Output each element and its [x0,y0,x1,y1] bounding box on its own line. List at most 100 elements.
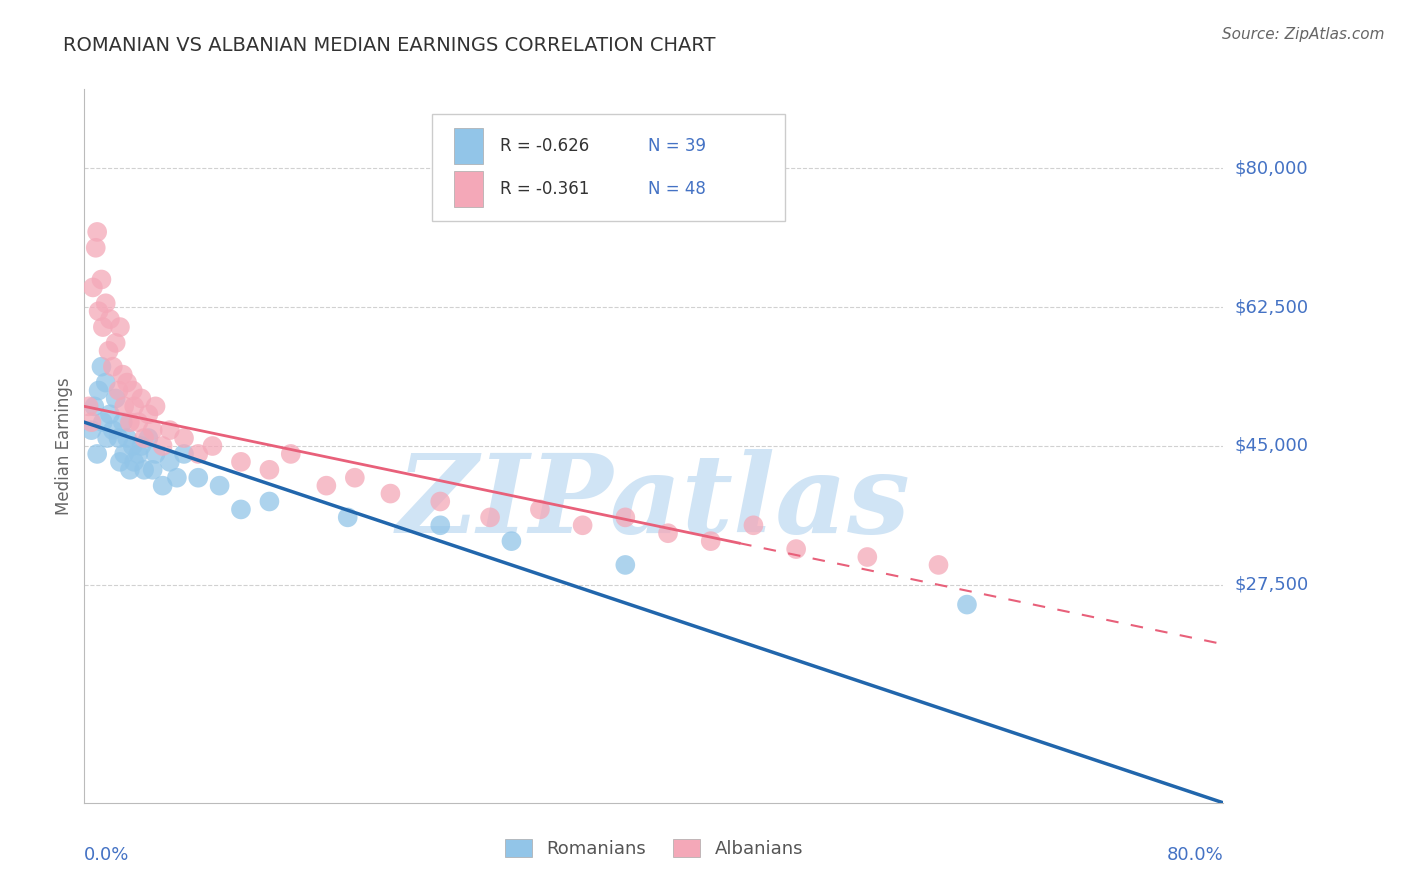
Text: ROMANIAN VS ALBANIAN MEDIAN EARNINGS CORRELATION CHART: ROMANIAN VS ALBANIAN MEDIAN EARNINGS COR… [63,36,716,54]
Point [118,415,141,429]
Point [429,494,451,508]
Point [107,384,129,398]
Point [104,335,127,350]
Point [700,534,723,549]
Point [121,439,143,453]
Point [187,447,209,461]
Point [173,447,195,461]
FancyBboxPatch shape [432,114,785,221]
Point [187,471,209,485]
Point [121,384,143,398]
Point [152,478,174,492]
Text: Source: ZipAtlas.com: Source: ZipAtlas.com [1222,27,1385,42]
Point [77,400,100,414]
Point [112,447,135,461]
Point [96,431,118,445]
Point [94,376,117,390]
Point [571,518,593,533]
Point [90,359,112,374]
Point [142,423,165,437]
Point [107,431,129,445]
Text: $62,500: $62,500 [1234,298,1309,317]
Point [127,447,149,461]
Point [118,463,141,477]
Point [159,423,181,437]
Point [80,423,103,437]
Point [138,407,160,421]
FancyBboxPatch shape [454,128,484,164]
Point [501,534,523,549]
Text: 0.0%: 0.0% [84,846,129,863]
Point [115,376,138,390]
Point [122,455,145,469]
Point [380,486,402,500]
Point [742,518,765,533]
Point [280,447,302,461]
Legend: Romanians, Albanians: Romanians, Albanians [498,831,810,865]
Text: $27,500: $27,500 [1234,575,1309,594]
Point [343,471,366,485]
Point [259,463,281,477]
Y-axis label: Median Earnings: Median Earnings [55,377,73,515]
Point [82,280,104,294]
Point [87,304,110,318]
Point [138,431,160,445]
Point [956,598,979,612]
Point [134,463,156,477]
Point [80,415,103,429]
Point [159,455,181,469]
Point [529,502,551,516]
Point [166,471,188,485]
Point [98,407,121,421]
Text: $45,000: $45,000 [1234,437,1309,455]
Text: $80,000: $80,000 [1234,160,1308,178]
Point [115,431,138,445]
Text: 80.0%: 80.0% [1167,846,1223,863]
Point [657,526,679,541]
Point [127,415,149,429]
Point [614,558,637,572]
Point [101,359,124,374]
Point [91,415,114,429]
Point [97,343,120,358]
Point [111,415,134,429]
Point [336,510,359,524]
Text: N = 48: N = 48 [648,180,706,198]
Point [201,439,224,453]
Point [108,320,131,334]
Text: R = -0.626: R = -0.626 [501,137,589,155]
Point [83,400,105,414]
Point [94,296,117,310]
Point [315,478,337,492]
Point [131,392,153,406]
Point [429,518,451,533]
Point [134,431,156,445]
Point [152,439,174,453]
Point [131,439,153,453]
Point [145,447,167,461]
Point [229,502,252,516]
Point [785,542,807,557]
Point [98,312,121,326]
Point [142,463,165,477]
Point [84,241,107,255]
Text: R = -0.361: R = -0.361 [501,180,589,198]
Point [229,455,252,469]
Point [111,368,134,382]
Point [173,431,195,445]
Point [122,400,145,414]
Point [145,400,167,414]
Point [108,455,131,469]
Text: N = 39: N = 39 [648,137,706,155]
Point [259,494,281,508]
Point [856,549,879,564]
FancyBboxPatch shape [454,171,484,207]
Point [87,384,110,398]
Point [91,320,114,334]
Point [90,272,112,286]
Point [112,400,135,414]
Point [928,558,950,572]
Point [614,510,637,524]
Point [86,447,108,461]
Point [208,478,231,492]
